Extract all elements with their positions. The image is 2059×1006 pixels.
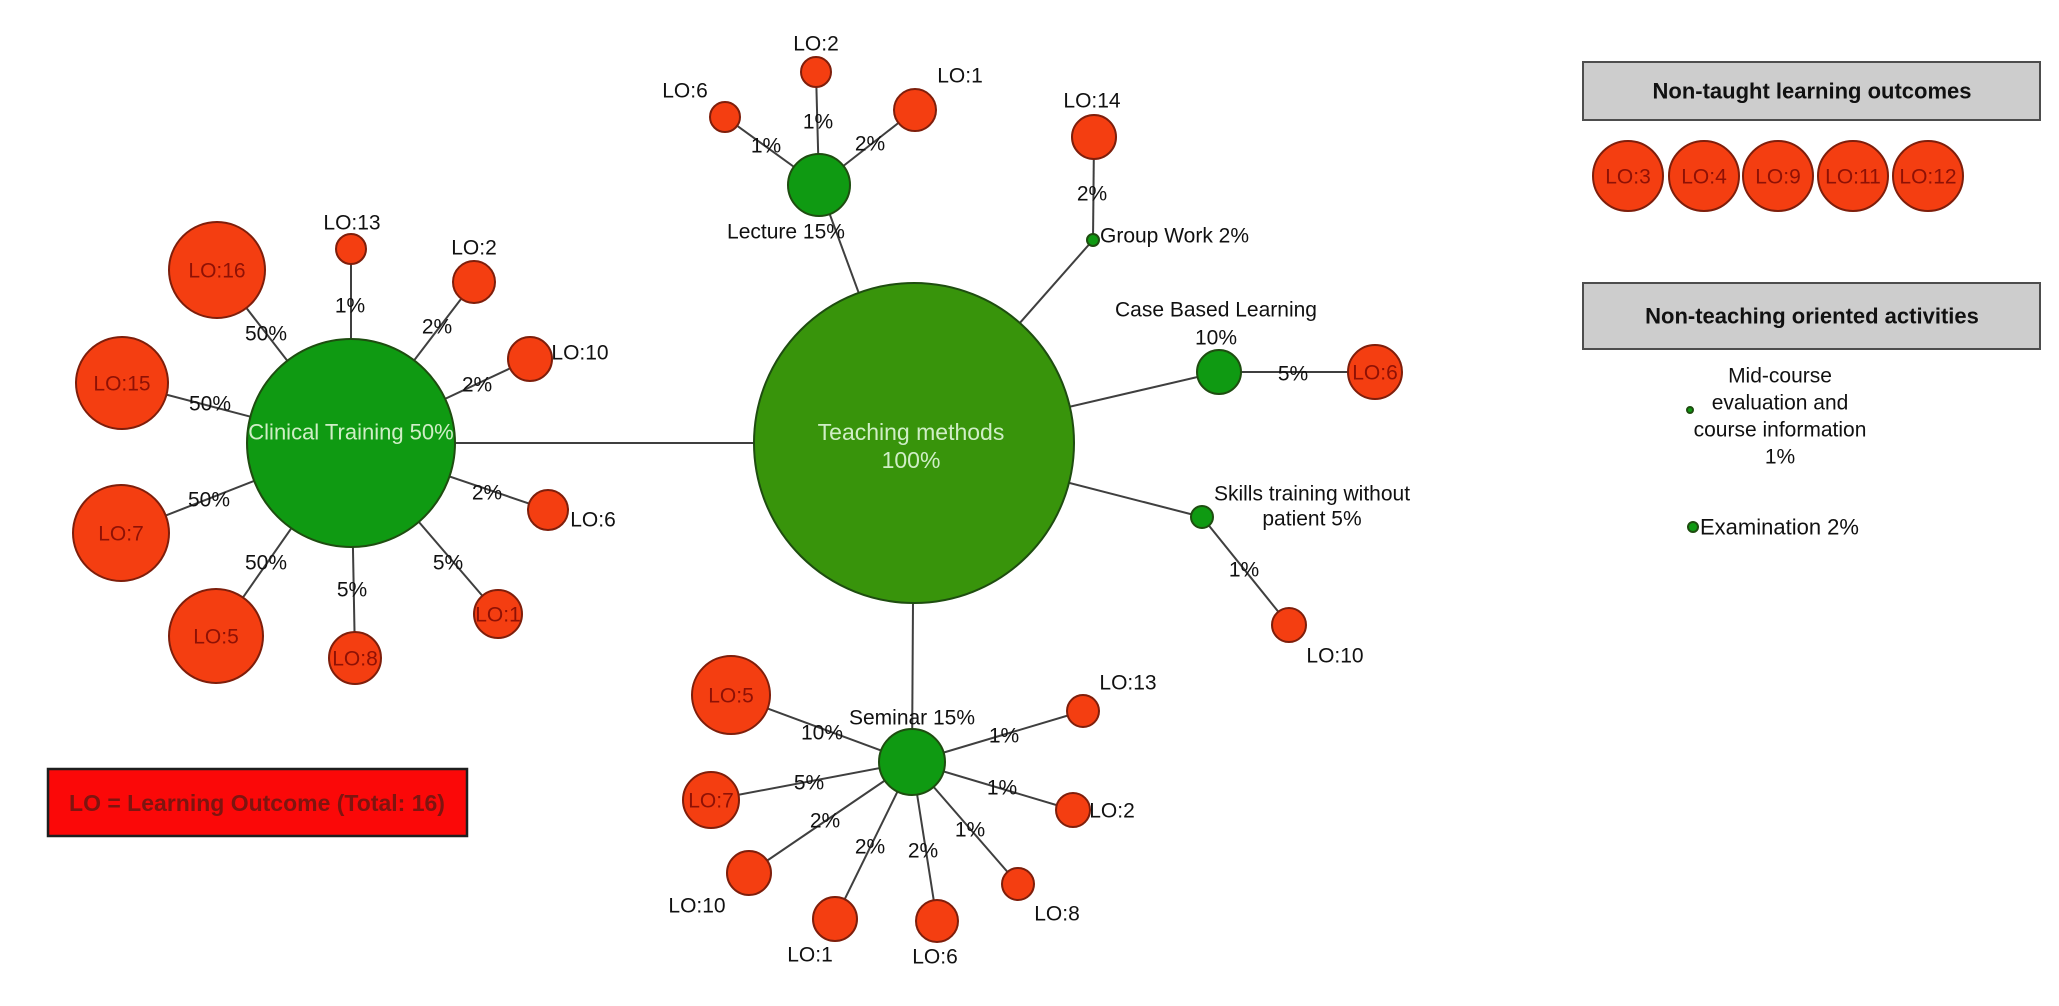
svg-text:LO:11: LO:11	[1825, 165, 1881, 188]
svg-text:5%: 5%	[337, 578, 367, 601]
svg-text:1%: 1%	[989, 724, 1019, 747]
svg-text:1%: 1%	[803, 110, 833, 133]
svg-text:LO:6: LO:6	[1352, 361, 1398, 384]
svg-text:5%: 5%	[794, 771, 824, 794]
svg-text:50%: 50%	[245, 551, 287, 574]
svg-text:LO:4: LO:4	[1681, 165, 1727, 188]
svg-text:evaluation and: evaluation and	[1712, 391, 1849, 414]
svg-text:LO:2: LO:2	[451, 236, 497, 259]
svg-text:1%: 1%	[955, 818, 985, 841]
svg-text:2%: 2%	[908, 839, 938, 862]
svg-text:LO:1: LO:1	[937, 64, 983, 87]
svg-text:Non-taught learning outcomes: Non-taught learning outcomes	[1653, 79, 1972, 104]
svg-text:50%: 50%	[189, 392, 231, 415]
svg-text:LO:6: LO:6	[662, 79, 708, 102]
svg-text:Skills training without: Skills training without	[1214, 482, 1410, 505]
svg-text:course information: course information	[1694, 418, 1867, 441]
svg-text:2%: 2%	[855, 132, 885, 155]
svg-text:1%: 1%	[987, 776, 1017, 799]
svg-text:LO:8: LO:8	[332, 647, 378, 670]
svg-text:10%: 10%	[1195, 326, 1237, 349]
svg-text:2%: 2%	[462, 373, 492, 396]
svg-text:LO:7: LO:7	[688, 789, 734, 812]
svg-text:Seminar 15%: Seminar 15%	[849, 706, 975, 729]
svg-text:Examination 2%: Examination 2%	[1700, 515, 1859, 540]
svg-text:LO:13: LO:13	[1099, 671, 1156, 694]
svg-text:patient 5%: patient 5%	[1262, 507, 1361, 530]
svg-text:2%: 2%	[422, 315, 452, 338]
svg-text:Lecture 15%: Lecture 15%	[727, 220, 845, 243]
svg-text:1%: 1%	[751, 134, 781, 157]
svg-text:Non-teaching oriented activiti: Non-teaching oriented activities	[1645, 304, 1979, 329]
svg-text:LO:16: LO:16	[188, 259, 245, 282]
svg-text:LO:10: LO:10	[1306, 644, 1363, 667]
svg-text:Mid-course: Mid-course	[1728, 364, 1832, 387]
svg-text:1%: 1%	[1765, 445, 1795, 468]
svg-text:LO:12: LO:12	[1899, 165, 1956, 188]
svg-text:1%: 1%	[335, 294, 365, 317]
svg-text:LO:7: LO:7	[98, 522, 144, 545]
svg-text:LO:5: LO:5	[193, 625, 239, 648]
svg-text:LO:10: LO:10	[551, 341, 608, 364]
svg-text:Case Based Learning: Case Based Learning	[1115, 298, 1317, 321]
svg-text:50%: 50%	[245, 322, 287, 345]
svg-text:2%: 2%	[472, 481, 502, 504]
svg-text:2%: 2%	[855, 835, 885, 858]
svg-text:5%: 5%	[1278, 362, 1308, 385]
svg-text:LO:13: LO:13	[323, 211, 380, 234]
svg-text:Clinical Training 50%: Clinical Training 50%	[248, 420, 453, 445]
svg-text:2%: 2%	[1077, 182, 1107, 205]
svg-text:1%: 1%	[1229, 558, 1259, 581]
svg-text:10%: 10%	[801, 721, 843, 744]
svg-text:Group Work 2%: Group Work 2%	[1100, 224, 1249, 247]
svg-text:LO:15: LO:15	[93, 372, 150, 395]
svg-text:Teaching methods: Teaching methods	[818, 419, 1005, 445]
svg-text:2%: 2%	[810, 809, 840, 832]
svg-text:LO:2: LO:2	[1089, 799, 1135, 822]
svg-text:LO:14: LO:14	[1063, 89, 1121, 112]
svg-text:LO = Learning Outcome (Total:: LO = Learning Outcome (Total: 16)	[69, 790, 445, 816]
svg-text:50%: 50%	[188, 488, 230, 511]
svg-text:LO:3: LO:3	[1605, 165, 1651, 188]
svg-text:LO:1: LO:1	[787, 943, 833, 966]
svg-text:100%: 100%	[882, 447, 941, 473]
svg-text:LO:6: LO:6	[570, 508, 616, 531]
svg-text:LO:2: LO:2	[793, 32, 839, 55]
svg-text:LO:5: LO:5	[708, 684, 754, 707]
svg-text:LO:9: LO:9	[1755, 165, 1801, 188]
svg-text:5%: 5%	[433, 551, 463, 574]
svg-text:LO:8: LO:8	[1034, 902, 1080, 925]
svg-text:LO:10: LO:10	[668, 894, 725, 917]
svg-text:LO:6: LO:6	[912, 945, 958, 968]
svg-text:LO:1: LO:1	[475, 603, 521, 626]
